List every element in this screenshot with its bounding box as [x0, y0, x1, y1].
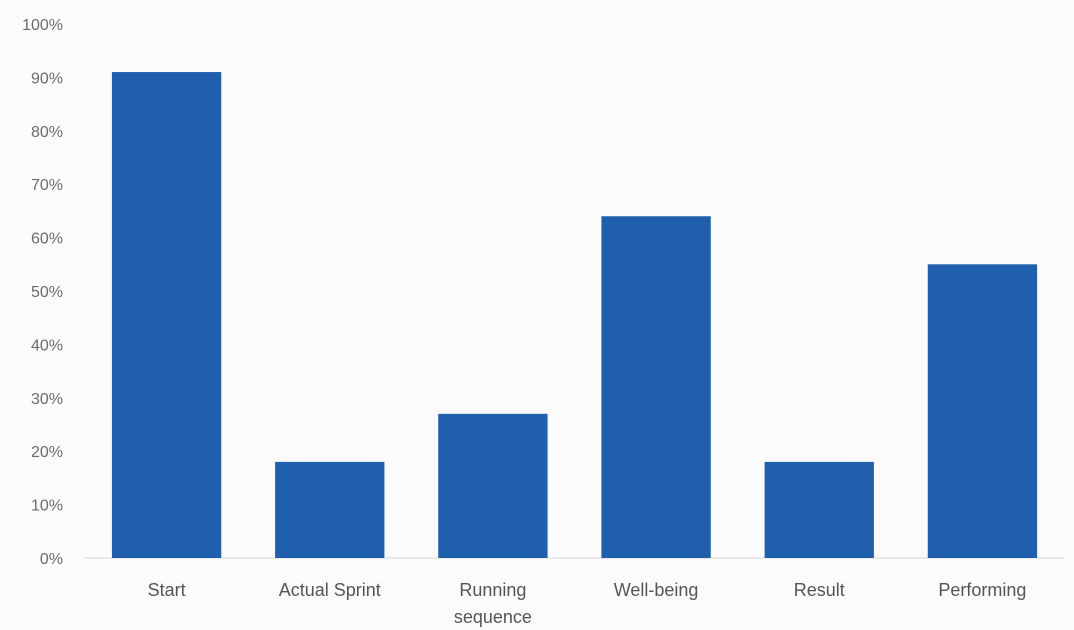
x-tick-label: Well-being [614, 580, 699, 600]
y-tick-label: 20% [31, 444, 63, 461]
bar-start [111, 72, 222, 558]
x-tick-label-line: Start [148, 580, 186, 600]
y-tick-label: 0% [40, 551, 63, 568]
x-tick-label: Start [148, 580, 186, 600]
x-axis: Start Actual Sprint Running sequence Well-be… [148, 580, 1027, 627]
x-tick-label: Result [794, 580, 845, 600]
y-tick-label: 30% [31, 391, 63, 408]
y-tick-label: 50% [31, 284, 63, 301]
x-tick-label-line: Running [459, 580, 526, 600]
bar-well-being [601, 216, 711, 559]
y-tick-label: 90% [31, 70, 63, 87]
y-tick-label: 80% [31, 124, 63, 141]
x-tick-label-line: Actual Sprint [279, 580, 381, 600]
y-tick-label: 40% [31, 337, 63, 354]
x-tick-label: Performing [938, 580, 1026, 600]
x-tick-label-line: Well-being [614, 580, 699, 600]
bar-result [764, 461, 874, 558]
y-tick-label: 70% [31, 177, 63, 194]
bar-performing [927, 264, 1038, 558]
bar-actual-sprint [275, 461, 385, 558]
bar-running-sequence [438, 413, 548, 558]
x-tick-label-line: sequence [454, 607, 532, 627]
x-tick-label-line: Performing [938, 580, 1026, 600]
y-axis: 0% 10% 20% 30% 40% 50% 60% 70% 80% 90% 100% [22, 17, 63, 568]
bars-group [111, 72, 1038, 559]
y-tick-label: 100% [22, 17, 63, 34]
y-tick-label: 60% [31, 231, 63, 248]
x-tick-label: Actual Sprint [279, 580, 381, 600]
y-tick-label: 10% [31, 498, 63, 515]
x-tick-label-line: Result [794, 580, 845, 600]
x-tick-label: Running sequence [454, 580, 532, 627]
